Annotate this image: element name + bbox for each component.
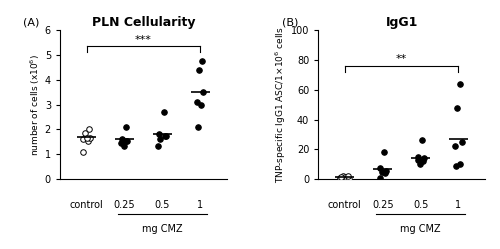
- Title: PLN Cellularity: PLN Cellularity: [92, 16, 195, 29]
- Text: (A): (A): [24, 18, 40, 28]
- Y-axis label: TNP-specific IgG1 ASC/1×10$^6$ cells: TNP-specific IgG1 ASC/1×10$^6$ cells: [274, 26, 288, 183]
- Text: 0.5: 0.5: [413, 200, 428, 210]
- Y-axis label: number of cells (x10$^6$): number of cells (x10$^6$): [28, 54, 42, 156]
- Text: 0.25: 0.25: [372, 200, 394, 210]
- Text: mg CMZ: mg CMZ: [400, 224, 441, 234]
- Text: control: control: [328, 200, 362, 210]
- Text: 1: 1: [197, 200, 203, 210]
- Text: 1: 1: [456, 200, 462, 210]
- Text: 0.25: 0.25: [114, 200, 135, 210]
- Text: 0.5: 0.5: [154, 200, 170, 210]
- Text: **: **: [396, 54, 407, 64]
- Text: (B): (B): [282, 18, 298, 28]
- Text: control: control: [70, 200, 103, 210]
- Text: mg CMZ: mg CMZ: [142, 224, 182, 234]
- Text: ***: ***: [135, 35, 152, 45]
- Title: IgG1: IgG1: [386, 16, 418, 29]
